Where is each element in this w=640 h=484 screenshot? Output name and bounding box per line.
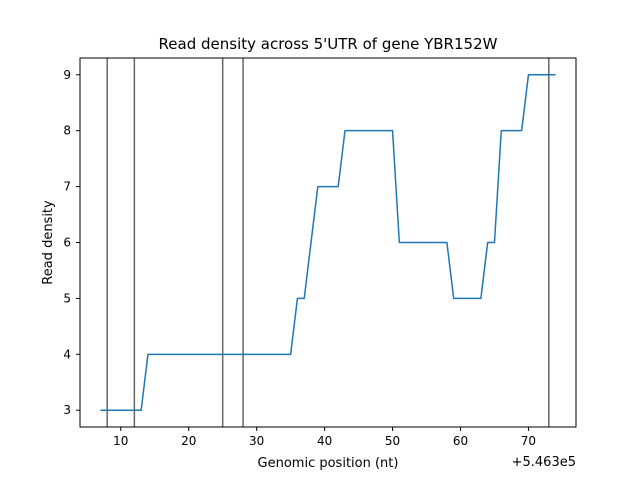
x-tick-label: 60 [453,434,468,448]
x-tick-label: 20 [181,434,196,448]
y-tick-label: 4 [63,347,71,361]
series-layer [100,74,556,411]
x-axis-ticks: 10 20 30 40 50 60 70 [113,427,536,448]
y-axis-ticks: 3 4 5 6 7 8 9 [63,68,80,417]
x-axis-offset-label: +5.463e5 [512,455,576,470]
y-axis-label: Read density [41,200,56,285]
y-tick-label: 9 [63,68,71,82]
x-axis-label: Genomic position (nt) [258,456,399,471]
x-tick-label: 40 [317,434,332,448]
y-tick-label: 8 [63,124,71,138]
x-tick-label: 70 [521,434,536,448]
x-tick-label: 50 [385,434,400,448]
series-line [100,74,556,411]
x-tick-label: 10 [113,434,128,448]
y-tick-label: 6 [63,236,71,250]
x-tick-label: 30 [249,434,264,448]
y-tick-label: 3 [63,403,71,417]
vertical-markers [106,58,550,427]
y-tick-label: 5 [63,291,71,305]
chart-title: Read density across 5'UTR of gene YBR152… [159,35,498,53]
y-tick-label: 7 [63,180,71,194]
